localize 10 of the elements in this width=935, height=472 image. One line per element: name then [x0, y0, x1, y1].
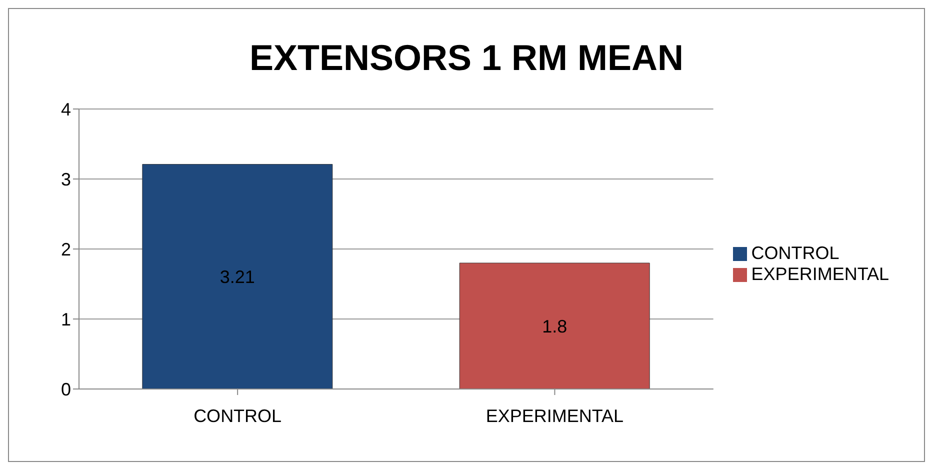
y-tick-label: 0	[60, 379, 71, 400]
data-label: 1.8	[542, 316, 568, 336]
y-tick-label: 2	[60, 239, 71, 260]
legend-label: EXPERIMENTAL	[751, 264, 889, 284]
y-tick-label: 1	[60, 309, 71, 330]
y-tick-label: 3	[60, 169, 71, 190]
chart-title: EXTENSORS 1 RM MEAN	[248, 37, 685, 79]
data-label: 3.21	[220, 267, 255, 288]
y-tick-label: 4	[60, 99, 71, 120]
legend-label: CONTROL	[751, 243, 840, 263]
